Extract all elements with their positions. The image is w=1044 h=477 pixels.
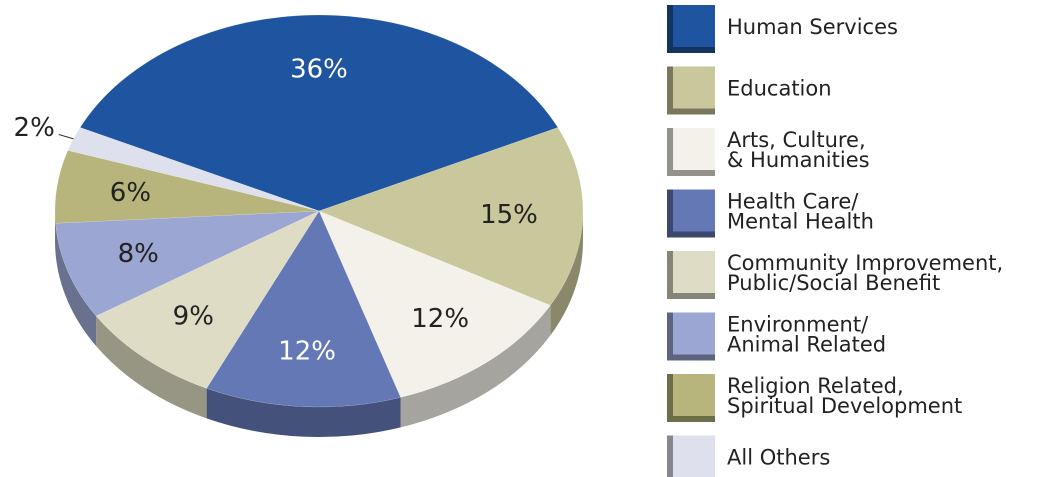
legend-swatch bbox=[673, 189, 715, 232]
slice bbox=[67, 127, 320, 212]
slice-side bbox=[400, 305, 551, 428]
slice-label: 9% bbox=[173, 301, 214, 331]
legend-swatch-bottom bbox=[667, 108, 715, 115]
legend-swatch bbox=[673, 312, 715, 355]
slice-side bbox=[550, 211, 583, 336]
legend-swatch-bottom bbox=[667, 231, 715, 238]
slice bbox=[318, 127, 584, 306]
legend-label: Religion Related, Spiritual Development bbox=[727, 374, 962, 418]
slice bbox=[206, 210, 401, 408]
slice bbox=[318, 210, 551, 398]
legend-swatch bbox=[673, 5, 715, 47]
legend-label: Health Care/Mental Health bbox=[727, 190, 874, 234]
slice-label: 12% bbox=[411, 304, 469, 334]
legend-label: Education bbox=[727, 77, 832, 101]
legend-label: Environment/Animal Related bbox=[727, 313, 886, 357]
legend-swatch-bottom bbox=[667, 293, 715, 299]
slice-side bbox=[206, 388, 401, 437]
legend-swatch bbox=[673, 374, 715, 416]
legend-label: Arts, Culture, & Humanities bbox=[727, 128, 870, 172]
slice bbox=[54, 150, 320, 224]
legend-swatch-side bbox=[667, 189, 673, 238]
slice bbox=[55, 210, 320, 317]
slice-label: 15% bbox=[480, 200, 538, 230]
legend-swatch-side bbox=[667, 435, 673, 477]
slice-label: 8% bbox=[118, 239, 159, 269]
legend-swatch-side bbox=[667, 66, 673, 115]
legend-swatch-bottom bbox=[667, 170, 715, 176]
slice-side bbox=[55, 211, 56, 254]
legend-swatch bbox=[673, 435, 715, 477]
slice-label: 12% bbox=[278, 336, 336, 366]
legend-label: Community Improvement, Public/Social Bene… bbox=[727, 251, 1003, 295]
legend-swatch-bottom bbox=[667, 354, 715, 361]
legend-swatch-side bbox=[667, 312, 673, 361]
legend-swatch-side bbox=[667, 128, 673, 176]
slice-label: 36% bbox=[290, 54, 348, 84]
legend-swatch-side bbox=[667, 5, 673, 53]
slice bbox=[79, 14, 559, 212]
legend-swatch-bottom bbox=[667, 416, 715, 422]
legend-swatch bbox=[673, 66, 715, 109]
slice-label: 6% bbox=[110, 178, 151, 208]
slice-side bbox=[55, 223, 97, 347]
legend-swatch-side bbox=[667, 251, 673, 299]
legend-label: All Others bbox=[727, 446, 830, 470]
legend-swatch-side bbox=[667, 374, 673, 422]
legend-swatch-bottom bbox=[667, 47, 715, 53]
legend-label: Human Services bbox=[727, 15, 898, 39]
slice bbox=[95, 210, 320, 389]
slice-label: 2% bbox=[14, 113, 55, 143]
legend-swatch bbox=[673, 128, 715, 170]
slice-side bbox=[96, 316, 207, 419]
legend-swatch bbox=[673, 251, 715, 293]
leader-line bbox=[58, 134, 74, 140]
